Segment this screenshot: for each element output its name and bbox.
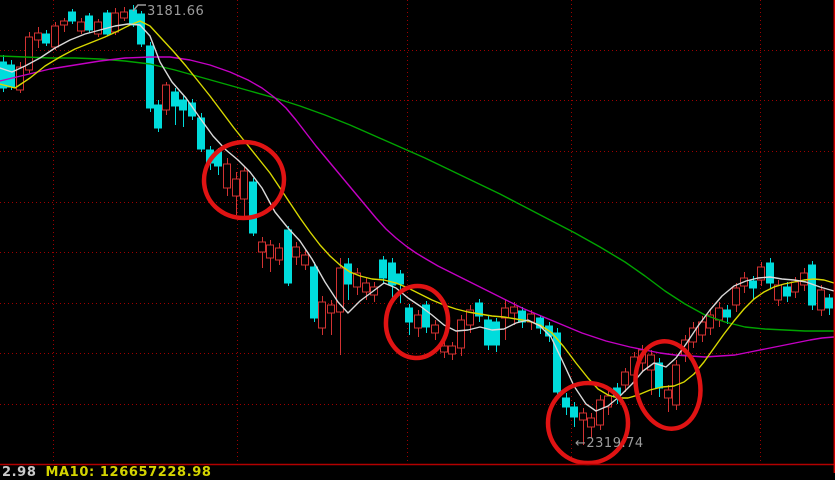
candle-down[interactable] — [197, 117, 205, 150]
candle-up[interactable] — [223, 163, 231, 189]
candle-down[interactable] — [310, 266, 318, 319]
candle-down[interactable] — [379, 259, 387, 279]
candle-up[interactable] — [466, 309, 474, 326]
candle-up[interactable] — [327, 304, 335, 314]
annotation-circle — [201, 139, 287, 221]
candle-up[interactable] — [791, 281, 799, 293]
candle-down[interactable] — [68, 11, 76, 22]
candle-up[interactable] — [706, 314, 714, 329]
candle-down[interactable] — [405, 307, 413, 323]
candle-up[interactable] — [292, 246, 300, 258]
candle-up[interactable] — [689, 327, 697, 343]
candle-up[interactable] — [162, 84, 170, 111]
candle-up[interactable] — [732, 287, 740, 306]
candle-up[interactable] — [353, 272, 361, 288]
candle-up[interactable] — [510, 306, 518, 314]
candle-down[interactable] — [284, 229, 292, 284]
candle-down[interactable] — [85, 15, 93, 31]
candle-up[interactable] — [362, 282, 370, 293]
candle-up[interactable] — [448, 345, 456, 355]
candle-up[interactable] — [120, 11, 128, 19]
candle-up[interactable] — [336, 267, 344, 313]
candle-down[interactable] — [553, 332, 561, 393]
candle-down[interactable] — [396, 273, 404, 285]
candle-up[interactable] — [25, 36, 33, 71]
candle-up[interactable] — [60, 20, 68, 26]
candle-down[interactable] — [749, 280, 757, 289]
candle-up[interactable] — [301, 254, 309, 266]
candle-down[interactable] — [766, 262, 774, 284]
candle-down[interactable] — [249, 181, 257, 234]
candle-up[interactable] — [414, 314, 422, 329]
candle-down[interactable] — [179, 99, 187, 111]
candle-up[interactable] — [604, 395, 612, 408]
candle-up[interactable] — [757, 266, 765, 281]
candle-down[interactable] — [171, 91, 179, 107]
candle-up[interactable] — [698, 321, 706, 336]
candle-down[interactable] — [825, 297, 833, 309]
candle-up[interactable] — [94, 21, 102, 35]
candle-up[interactable] — [715, 307, 723, 321]
candle-down[interactable] — [0, 61, 7, 89]
candle-down[interactable] — [723, 309, 731, 318]
candle-up[interactable] — [440, 345, 448, 353]
candle-up[interactable] — [457, 319, 465, 349]
peak-price-label: 3181.66 — [147, 4, 205, 19]
annotation-circle — [383, 283, 451, 361]
candle-down[interactable] — [484, 319, 492, 346]
candle-up[interactable] — [596, 399, 604, 426]
candle-up[interactable] — [817, 289, 825, 311]
candle-down[interactable] — [570, 406, 578, 418]
candle-up[interactable] — [774, 284, 782, 301]
candle-up[interactable] — [34, 32, 42, 41]
candle-down[interactable] — [7, 64, 15, 88]
candle-down[interactable] — [422, 304, 430, 328]
candle-up[interactable] — [232, 178, 240, 197]
candle-up[interactable] — [266, 244, 274, 259]
candle-up[interactable] — [800, 272, 808, 286]
candle-up[interactable] — [431, 324, 439, 334]
candle-up[interactable] — [664, 389, 672, 399]
candle-down[interactable] — [344, 263, 352, 285]
candle-down[interactable] — [154, 104, 162, 129]
candle-up[interactable] — [16, 66, 24, 91]
candle-up[interactable] — [587, 417, 595, 428]
candle-down[interactable] — [562, 397, 570, 408]
candle-down[interactable] — [388, 262, 396, 286]
candle-up[interactable] — [111, 12, 119, 33]
peak-arrow-icon — [132, 4, 146, 12]
candle-up[interactable] — [318, 301, 326, 329]
candle-up[interactable] — [77, 21, 85, 32]
candle-down[interactable] — [475, 302, 483, 317]
annotation-circle — [633, 339, 703, 431]
ma-line-white — [0, 23, 835, 412]
candle-up[interactable] — [240, 170, 248, 200]
low-price-label: ←2319.74 — [575, 436, 644, 451]
ma-line-yellow — [0, 20, 835, 399]
candle-up[interactable] — [275, 247, 283, 261]
candle-up[interactable] — [501, 307, 509, 319]
candle-down[interactable] — [655, 362, 663, 389]
candle-up[interactable] — [258, 241, 266, 253]
candle-up[interactable] — [579, 412, 587, 421]
candle-down[interactable] — [492, 321, 500, 346]
candle-down[interactable] — [188, 102, 196, 117]
candle-down[interactable] — [536, 317, 544, 329]
candle-down[interactable] — [42, 33, 50, 44]
ma-line-green — [0, 55, 835, 332]
candle-up[interactable] — [621, 371, 629, 386]
candle-up[interactable] — [51, 25, 59, 48]
candle-down[interactable] — [783, 286, 791, 297]
candle-down[interactable] — [146, 45, 154, 109]
candle-down[interactable] — [103, 12, 111, 35]
annotation-circle — [545, 380, 631, 466]
